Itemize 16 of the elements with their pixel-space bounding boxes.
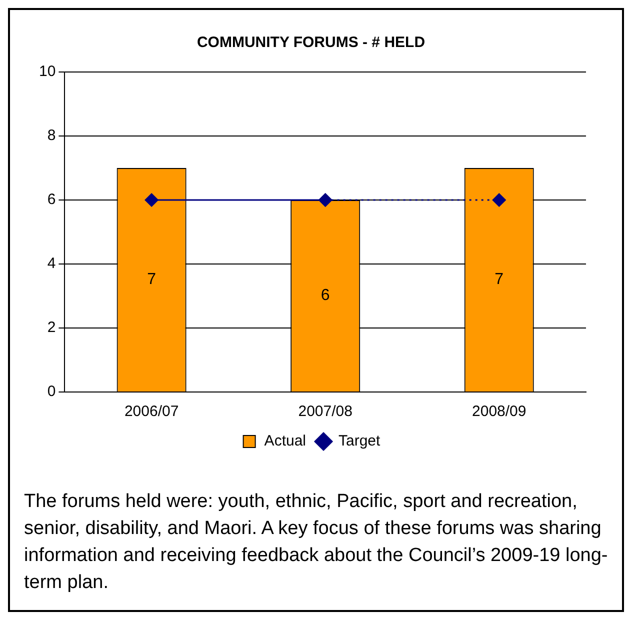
chart-title: COMMUNITY FORUMS - # HELD [196,34,426,52]
y-tick-label: 8 [47,127,56,144]
data-label: 7 [147,271,156,288]
data-label: 6 [320,287,330,304]
legend-label: Actual [264,432,306,450]
legend-label: Target [338,432,382,450]
y-tick-label: 10 [38,63,56,80]
text: The forums held were: youth, ethnic, Pacific, sport and recreation, senior, disability, and Maori. A key focus of these forums was sharing information and receiving feedback about the Council’s 2009-19 long-term plan. [24,490,608,595]
y-tick-label: 4 [47,255,56,272]
y-tick-label: 2 [47,319,56,336]
y-tick-label: 0 [47,383,56,400]
x-tick-label: 2008/09 [472,403,526,420]
y-tick-label: 6 [47,191,56,208]
x-tick-label: 2006/07 [124,403,179,420]
x-tick-label: 2007/08 [298,403,352,420]
data-label: 7 [494,271,504,288]
